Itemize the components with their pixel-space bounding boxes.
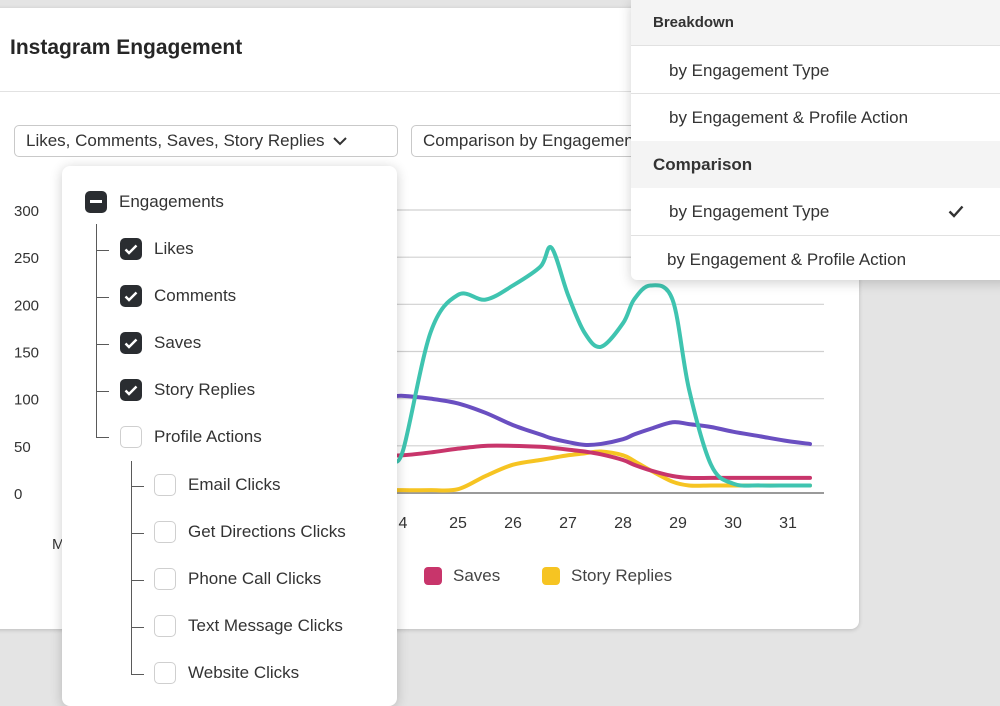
tree-connector xyxy=(131,580,144,581)
y-tick-label: 300 xyxy=(14,203,39,220)
tree-label: Website Clicks xyxy=(188,663,300,682)
tree-connector xyxy=(131,486,144,487)
checkbox-checked-icon[interactable] xyxy=(120,285,142,307)
chevron-down-icon xyxy=(332,136,347,146)
tree-label: Engagements xyxy=(119,192,224,211)
menu-item-breakdown-engagement-profile[interactable]: by Engagement & Profile Action xyxy=(631,94,1000,141)
view-options-menu: Breakdown by Engagement Type by Engageme… xyxy=(631,0,1000,280)
tree-connector xyxy=(131,533,144,534)
tree-label: Story Replies xyxy=(154,380,256,399)
x-tick-label: 4 xyxy=(399,515,408,532)
tree-label: Get Directions Clicks xyxy=(188,522,346,541)
tree-connector xyxy=(96,224,97,437)
tree-connector xyxy=(96,344,109,345)
menu-divider xyxy=(631,93,1000,94)
tree-item-saves[interactable]: Saves xyxy=(120,332,201,354)
menu-item-breakdown-engagement-type[interactable]: by Engagement Type xyxy=(631,47,1000,94)
x-tick-label: 25 xyxy=(449,515,467,532)
tree-connector xyxy=(96,437,109,438)
x-tick-label: M xyxy=(52,536,65,553)
checkbox-unchecked-icon[interactable] xyxy=(154,521,176,543)
view-select[interactable]: Comparison by Engagement Type xyxy=(411,125,661,157)
tree-label: Likes xyxy=(154,239,194,258)
checkbox-unchecked-icon[interactable] xyxy=(120,426,142,448)
checkbox-unchecked-icon[interactable] xyxy=(154,662,176,684)
story-replies-swatch xyxy=(542,567,560,585)
checkbox-unchecked-icon[interactable] xyxy=(154,568,176,590)
tree-item-get-directions-clicks[interactable]: Get Directions Clicks xyxy=(154,521,346,543)
checkbox-checked-icon[interactable] xyxy=(120,332,142,354)
menu-divider xyxy=(631,235,1000,236)
series-line-engagement-type-a[interactable] xyxy=(390,244,812,488)
page-title: Instagram Engagement xyxy=(10,36,243,59)
checkbox-checked-icon[interactable] xyxy=(120,238,142,260)
tree-item-email-clicks[interactable]: Email Clicks xyxy=(154,474,281,496)
tree-item-story-replies[interactable]: Story Replies xyxy=(120,379,255,401)
divider xyxy=(0,91,859,92)
x-tick-label: 26 xyxy=(504,515,522,532)
menu-header-breakdown: Breakdown xyxy=(631,0,1000,45)
tree-item-likes[interactable]: Likes xyxy=(120,238,194,260)
menu-item-comparison-engagement-type[interactable]: by Engagement Type xyxy=(631,188,1000,235)
legend-label-saves: Saves xyxy=(453,566,501,585)
tree-item-engagements[interactable]: Engagements xyxy=(85,191,224,213)
tree-label: Email Clicks xyxy=(188,475,281,494)
tree-connector xyxy=(96,250,109,251)
tree-label: Phone Call Clicks xyxy=(188,569,322,588)
x-tick-label: 28 xyxy=(614,515,632,532)
menu-item-label: by Engagement & Profile Action xyxy=(669,107,909,127)
tree-label: Comments xyxy=(154,286,237,305)
x-tick-label: 30 xyxy=(724,515,742,532)
x-tick-label: 27 xyxy=(559,515,577,532)
x-tick-label: 31 xyxy=(779,515,797,532)
checkbox-unchecked-icon[interactable] xyxy=(154,615,176,637)
y-tick-label: 200 xyxy=(14,297,39,314)
legend-item-story-replies[interactable]: Story Replies xyxy=(542,566,672,586)
series-line-story-replies[interactable] xyxy=(390,449,812,493)
checkmark-icon xyxy=(948,203,964,223)
tree-label: Profile Actions xyxy=(154,427,262,446)
tree-item-comments[interactable]: Comments xyxy=(120,285,236,307)
view-select-value: Comparison by Engagement Type xyxy=(423,131,661,150)
menu-item-label: by Engagement & Profile Action xyxy=(667,249,907,269)
tree-item-phone-call-clicks[interactable]: Phone Call Clicks xyxy=(154,568,321,590)
series-line-saves[interactable] xyxy=(390,443,812,481)
metrics-select-value: Likes, Comments, Saves, Story Replies xyxy=(26,131,325,150)
series-line-engagement-type-b[interactable] xyxy=(390,393,812,448)
y-tick-label: 250 xyxy=(14,250,39,267)
checkbox-unchecked-icon[interactable] xyxy=(154,474,176,496)
saves-swatch xyxy=(424,567,442,585)
tree-item-profile-actions[interactable]: Profile Actions xyxy=(120,426,262,448)
tree-connector xyxy=(131,674,144,675)
tree-label: Saves xyxy=(154,333,202,352)
menu-item-comparison-engagement-profile[interactable]: by Engagement & Profile Action xyxy=(631,236,1000,283)
tree-connector xyxy=(96,391,109,392)
menu-divider xyxy=(631,45,1000,46)
checkbox-checked-icon[interactable] xyxy=(120,379,142,401)
line-chart: 300 250 200 150 100 50 0 M 4 25 26 27 28 29 30 31 xyxy=(14,203,824,553)
tree-connector xyxy=(131,627,144,628)
tree-item-text-message-clicks[interactable]: Text Message Clicks xyxy=(154,615,343,637)
metrics-tree-popover: Engagements Likes Comments Saves Story R… xyxy=(62,166,397,706)
metrics-select[interactable]: Likes, Comments, Saves, Story Replies xyxy=(14,125,398,157)
menu-item-label: by Engagement Type xyxy=(669,60,830,80)
tree-item-website-clicks[interactable]: Website Clicks xyxy=(154,662,299,684)
tree-connector xyxy=(131,461,132,674)
menu-header-comparison: Comparison xyxy=(631,141,1000,188)
tree-label: Text Message Clicks xyxy=(188,616,343,635)
y-tick-label: 100 xyxy=(14,392,39,409)
x-tick-label: 29 xyxy=(669,515,687,532)
legend-item-saves[interactable]: Saves xyxy=(424,566,500,586)
menu-item-label: by Engagement Type xyxy=(669,201,830,221)
y-tick-label: 0 xyxy=(14,486,22,503)
y-tick-label: 150 xyxy=(14,345,39,362)
y-tick-label: 50 xyxy=(14,439,31,456)
legend-label-story-replies: Story Replies xyxy=(571,566,673,585)
partial-checkbox-icon[interactable] xyxy=(85,191,107,213)
tree-connector xyxy=(96,297,109,298)
